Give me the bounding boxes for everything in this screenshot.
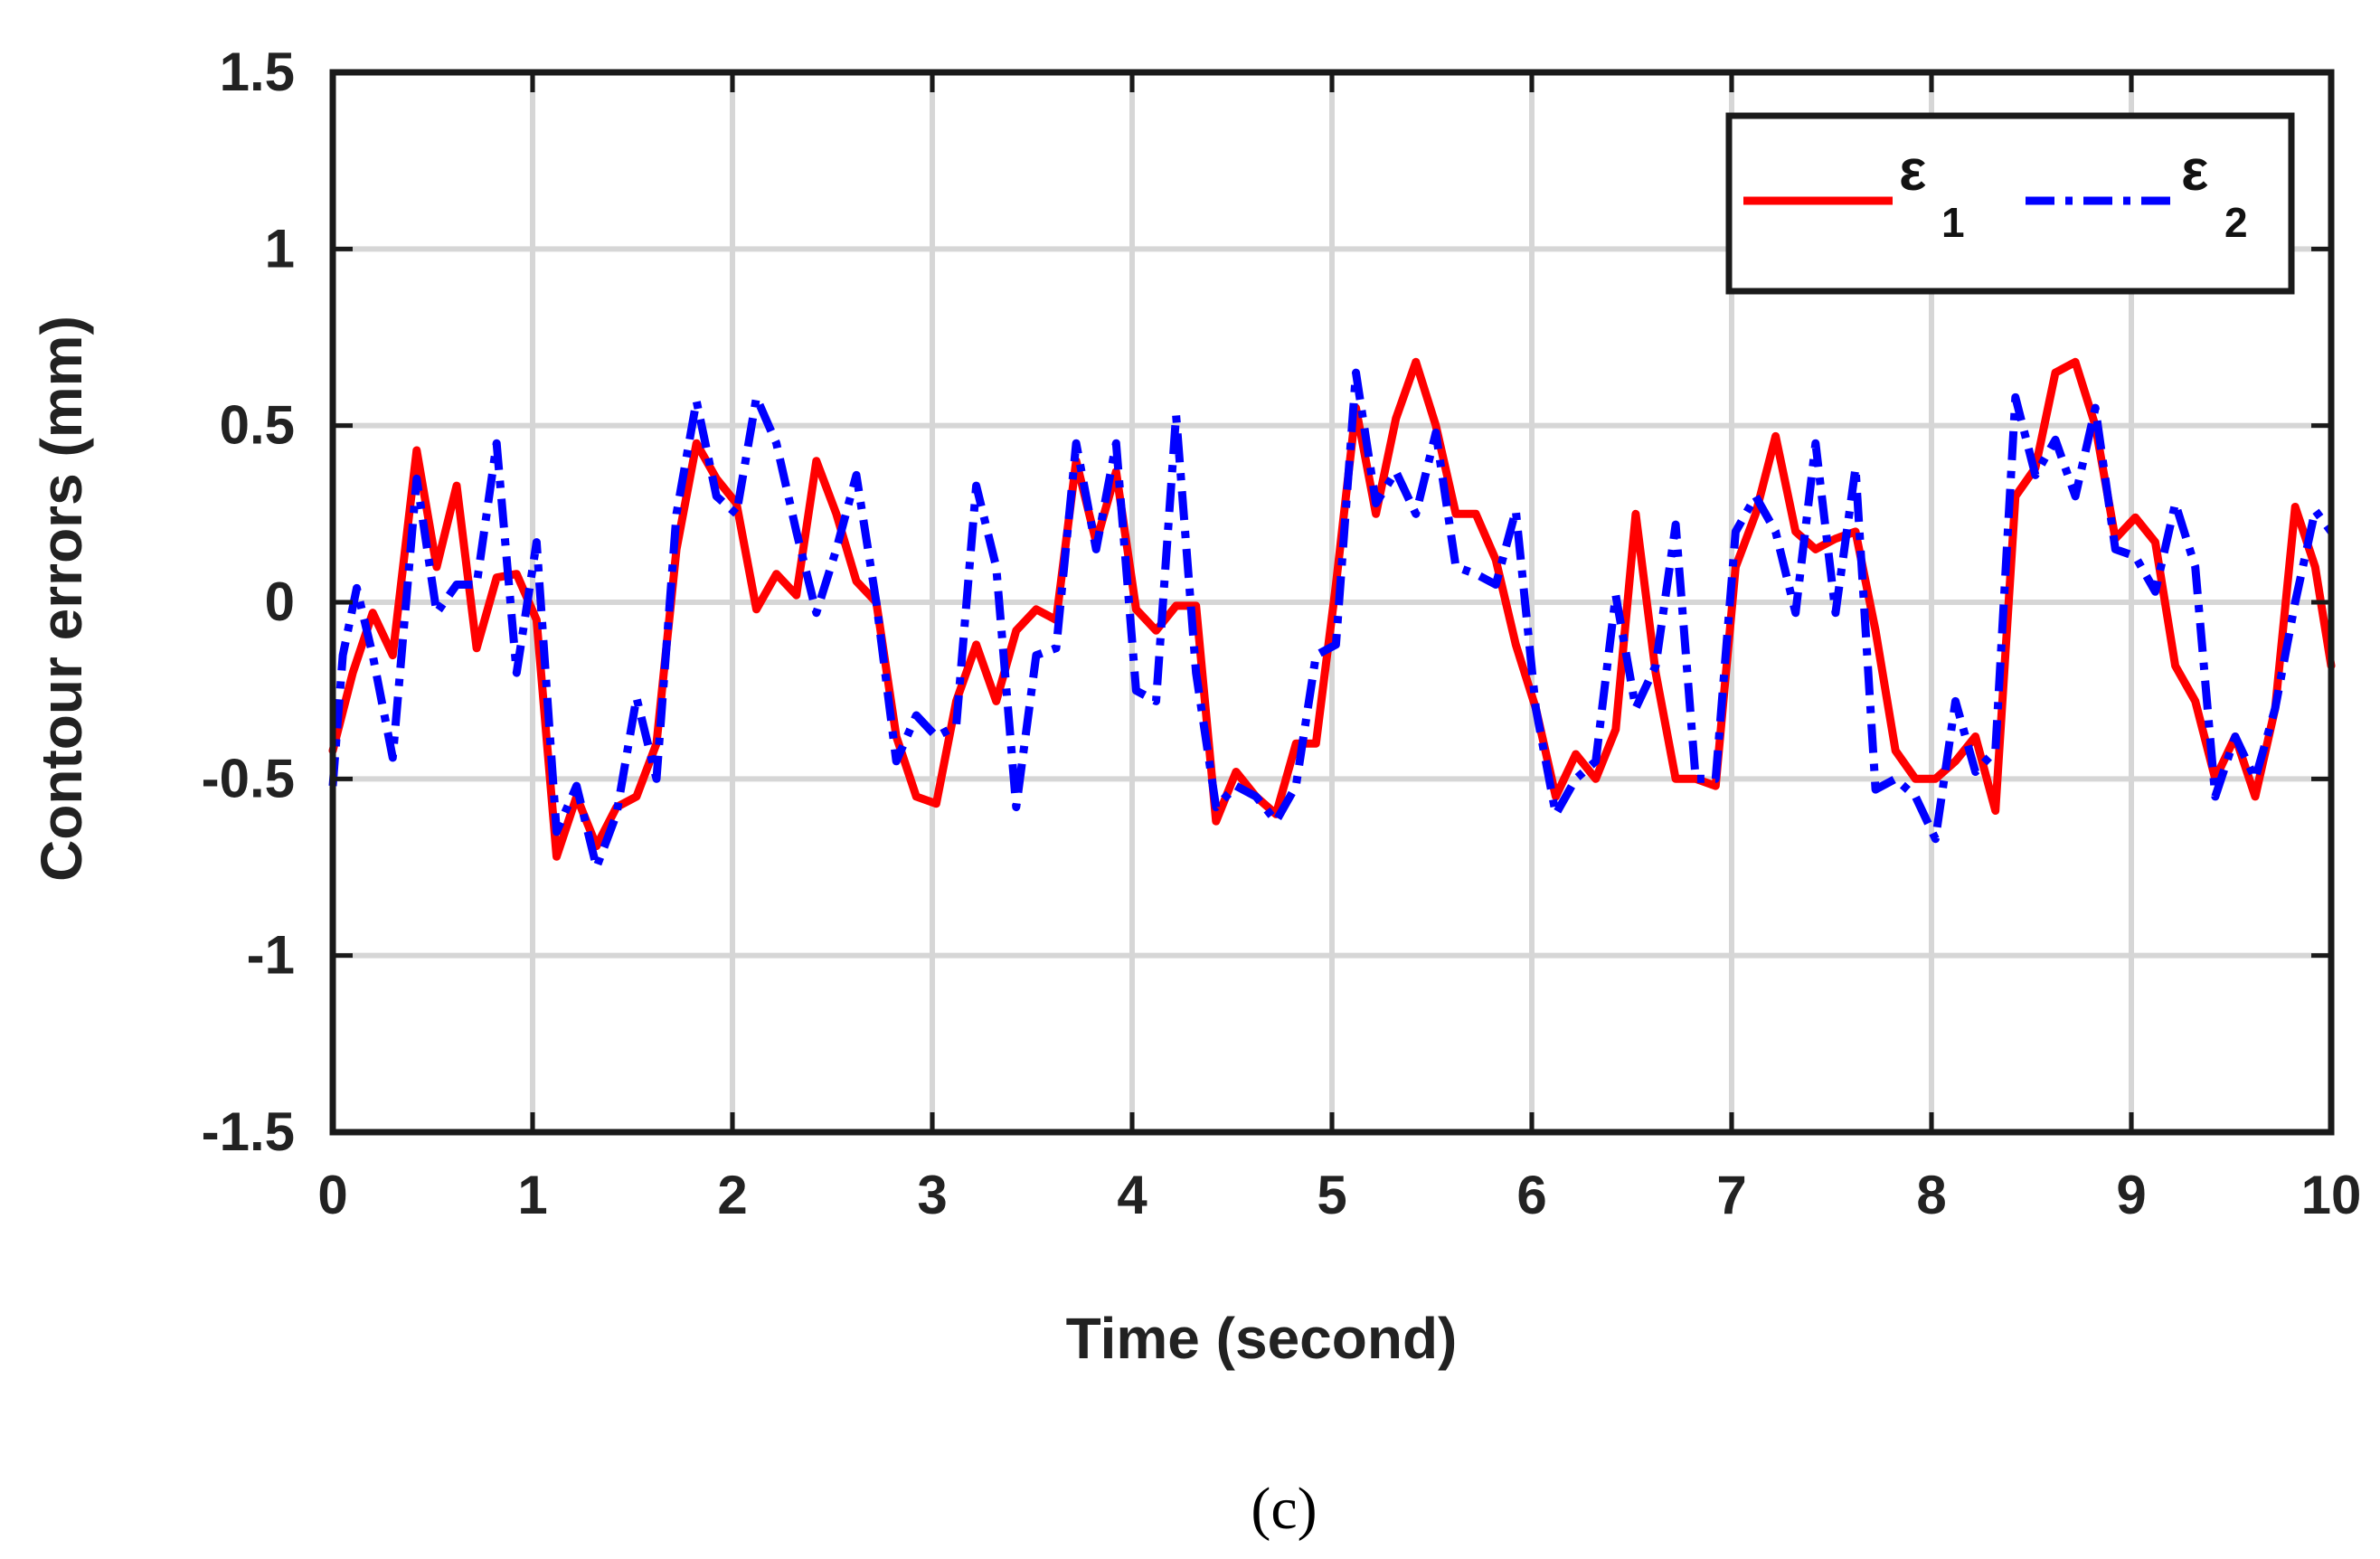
figure-caption: (c) bbox=[1251, 1476, 1317, 1542]
x-tick-label: 6 bbox=[1516, 1165, 1546, 1225]
y-tick-label: -1 bbox=[247, 925, 295, 986]
series-line-e2 bbox=[328, 368, 2335, 872]
y-tick-labels: 1.5 1 0.5 0 -0.5 -1 -1.5 bbox=[202, 42, 295, 1162]
x-tick-labels: 0 1 2 3 4 5 6 7 8 9 10 bbox=[317, 1165, 2361, 1225]
x-tick-label: 3 bbox=[917, 1165, 947, 1225]
legend-label-e2: ε bbox=[2181, 137, 2208, 203]
y-tick-label: 1.5 bbox=[220, 42, 295, 102]
axis-ticks bbox=[330, 70, 2334, 1135]
x-tick-label: 5 bbox=[1317, 1165, 1346, 1225]
y-tick-label: 0.5 bbox=[220, 395, 295, 456]
y-axis-label: Contour errors (mm) bbox=[29, 316, 94, 882]
x-tick-label: 4 bbox=[1117, 1165, 1148, 1225]
legend-sub-e2: 2 bbox=[2224, 199, 2248, 246]
x-tick-label: 2 bbox=[717, 1165, 747, 1225]
x-tick-label: 10 bbox=[2301, 1165, 2362, 1225]
x-tick-label: 9 bbox=[2116, 1165, 2146, 1225]
x-axis-label: Time (second) bbox=[1066, 1306, 1458, 1371]
y-tick-label: -1.5 bbox=[202, 1101, 295, 1162]
y-tick-label: -0.5 bbox=[202, 748, 295, 808]
x-tick-label: 7 bbox=[1716, 1165, 1746, 1225]
x-tick-label: 0 bbox=[317, 1165, 347, 1225]
y-tick-label: 0 bbox=[265, 572, 295, 632]
legend: ε 1 ε 2 bbox=[1725, 112, 2295, 295]
series-line-e1 bbox=[328, 357, 2336, 861]
x-tick-label: 1 bbox=[517, 1165, 547, 1225]
legend-sub-e1: 1 bbox=[1941, 199, 1965, 246]
x-tick-label: 8 bbox=[1916, 1165, 1946, 1225]
series-layer bbox=[328, 357, 2336, 872]
y-tick-label: 1 bbox=[265, 218, 295, 279]
legend-label-e1: ε bbox=[1899, 137, 1926, 203]
